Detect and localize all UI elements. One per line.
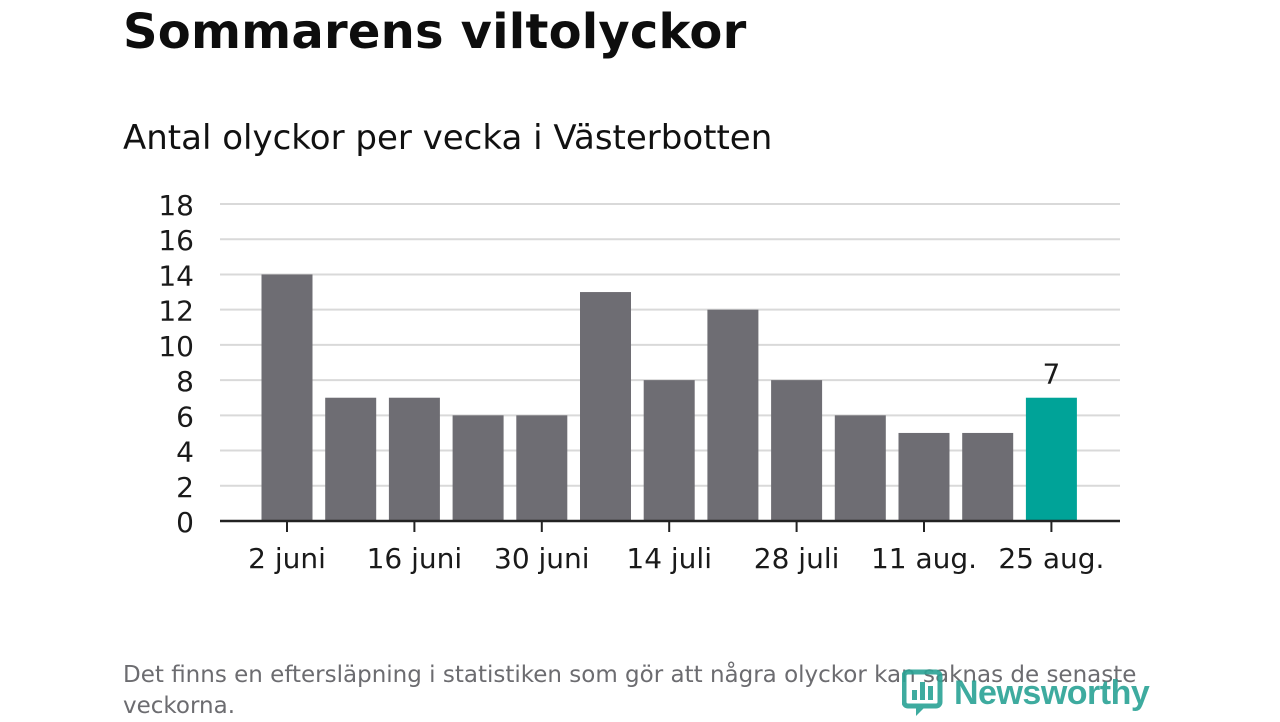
bar — [898, 432, 950, 521]
y-tick-label: 12 — [158, 295, 194, 328]
bar-highlight — [1025, 397, 1077, 521]
bar — [771, 380, 823, 521]
bar — [707, 309, 759, 521]
x-tick-label: 2 juni — [248, 542, 326, 575]
footnote: Det finns en eftersläpning i statistiken… — [123, 662, 1137, 719]
y-tick-label: 2 — [176, 471, 194, 504]
bar — [834, 415, 886, 521]
y-tick-label: 10 — [158, 330, 194, 363]
bar — [643, 380, 695, 521]
y-tick-label: 0 — [176, 506, 194, 539]
x-tick-label: 30 juni — [494, 542, 590, 575]
bars — [261, 274, 1077, 521]
bar — [261, 274, 313, 521]
y-tick-label: 6 — [176, 400, 194, 433]
y-tick-label: 18 — [158, 189, 194, 222]
x-tick-label: 14 juli — [626, 542, 712, 575]
chart-subtitle: Antal olyckor per vecka i Västerbotten — [123, 118, 773, 158]
bar — [516, 415, 568, 521]
data-labels: 7 — [1042, 358, 1060, 391]
x-tick-label: 16 juni — [367, 542, 463, 575]
newsworthy-logo-icon — [902, 669, 943, 716]
y-tick-label: 14 — [158, 259, 194, 292]
x-axis: 2 juni 16 juni 30 juni 14 juli 28 juli 11 aug… — [220, 519, 1120, 575]
data-label-highlight: 7 — [1042, 358, 1060, 391]
bar — [452, 415, 504, 521]
x-tick-label: 28 juli — [754, 542, 840, 575]
y-tick-label: 16 — [158, 224, 194, 257]
logo-text: Newsworthy — [954, 673, 1150, 712]
y-tick-label: 4 — [176, 436, 194, 469]
y-tick-label: 8 — [176, 365, 194, 398]
bar — [325, 397, 377, 521]
bar — [580, 292, 631, 521]
x-tick-label: 25 aug. — [998, 542, 1104, 575]
newsworthy-logo: Newsworthy — [902, 668, 1150, 718]
bar — [388, 397, 440, 521]
chart-title: Sommarens viltolyckor — [123, 4, 747, 60]
bar — [962, 432, 1014, 521]
x-tick-label: 11 aug. — [871, 542, 977, 575]
